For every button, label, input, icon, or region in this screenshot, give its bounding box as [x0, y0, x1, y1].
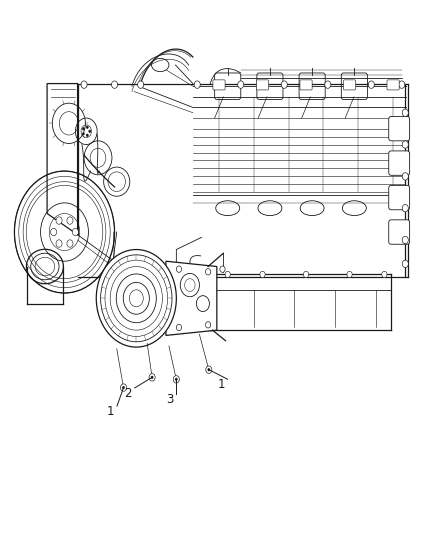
Circle shape [225, 271, 230, 278]
Circle shape [82, 127, 85, 131]
FancyBboxPatch shape [343, 80, 356, 90]
FancyBboxPatch shape [389, 220, 410, 244]
Circle shape [86, 134, 88, 137]
Circle shape [399, 81, 405, 88]
Text: 1: 1 [107, 405, 114, 418]
Circle shape [402, 236, 408, 244]
FancyBboxPatch shape [389, 185, 410, 210]
FancyBboxPatch shape [300, 80, 312, 90]
Circle shape [56, 217, 62, 224]
Circle shape [151, 376, 153, 379]
Circle shape [220, 266, 225, 272]
Circle shape [129, 290, 143, 307]
Circle shape [238, 81, 244, 88]
FancyBboxPatch shape [256, 80, 268, 90]
Circle shape [190, 271, 195, 278]
Circle shape [50, 228, 57, 236]
FancyBboxPatch shape [389, 116, 410, 141]
Circle shape [194, 81, 200, 88]
Circle shape [149, 374, 155, 381]
Circle shape [56, 240, 62, 247]
Circle shape [67, 240, 73, 247]
FancyBboxPatch shape [213, 80, 225, 90]
Circle shape [173, 376, 179, 383]
Circle shape [81, 81, 87, 88]
Circle shape [304, 271, 309, 278]
Circle shape [72, 228, 78, 236]
Circle shape [205, 321, 211, 328]
FancyBboxPatch shape [387, 80, 399, 90]
Circle shape [88, 130, 91, 133]
Text: 2: 2 [124, 387, 132, 400]
FancyBboxPatch shape [389, 151, 410, 175]
Circle shape [122, 386, 125, 389]
Text: 1: 1 [217, 378, 225, 391]
Circle shape [67, 217, 73, 224]
Ellipse shape [26, 249, 64, 284]
Circle shape [281, 81, 287, 88]
Circle shape [402, 141, 408, 148]
Circle shape [82, 132, 85, 135]
Circle shape [402, 260, 408, 268]
Circle shape [177, 266, 182, 272]
Circle shape [112, 81, 117, 88]
Circle shape [382, 271, 387, 278]
Polygon shape [166, 261, 217, 335]
Circle shape [368, 81, 374, 88]
Circle shape [325, 81, 331, 88]
Circle shape [402, 205, 408, 212]
Circle shape [347, 271, 352, 278]
Circle shape [180, 273, 199, 297]
Circle shape [402, 173, 408, 180]
Circle shape [196, 296, 209, 312]
Circle shape [96, 249, 177, 347]
Circle shape [205, 269, 211, 275]
Circle shape [120, 384, 127, 391]
Circle shape [86, 126, 88, 129]
Circle shape [206, 366, 212, 374]
Circle shape [402, 109, 408, 116]
Circle shape [155, 271, 161, 278]
Circle shape [120, 271, 126, 278]
Circle shape [177, 324, 182, 330]
Text: 3: 3 [166, 393, 173, 406]
Circle shape [138, 81, 144, 88]
Circle shape [260, 271, 265, 278]
Circle shape [175, 378, 177, 381]
Circle shape [208, 368, 210, 372]
